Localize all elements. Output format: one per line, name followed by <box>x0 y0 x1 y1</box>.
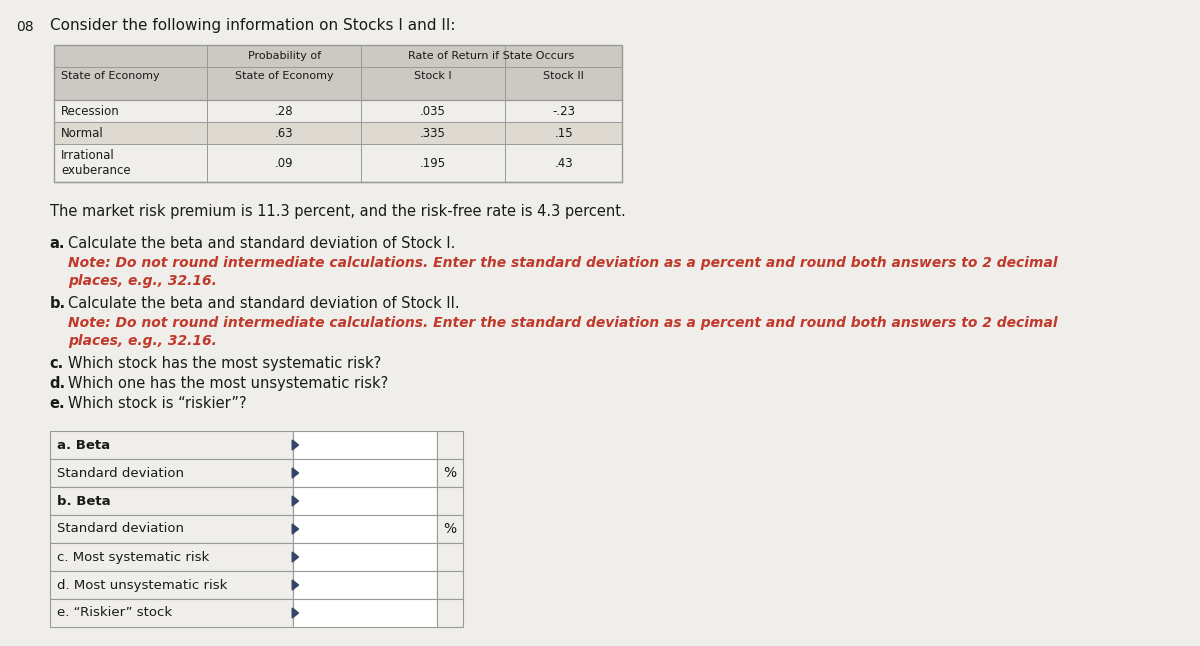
Text: Standard deviation: Standard deviation <box>56 466 184 479</box>
Polygon shape <box>293 580 299 590</box>
Text: -.23: -.23 <box>552 105 575 118</box>
Bar <box>438 599 463 627</box>
Bar <box>49 431 293 459</box>
Bar <box>54 122 623 144</box>
Text: Probability of: Probability of <box>247 51 320 61</box>
Bar <box>293 571 438 599</box>
Polygon shape <box>293 440 299 450</box>
Bar <box>438 487 463 515</box>
Text: State of Economy: State of Economy <box>61 71 160 81</box>
Bar <box>438 571 463 599</box>
Bar <box>49 571 293 599</box>
Text: .335: .335 <box>420 127 446 140</box>
Text: %: % <box>444 466 456 480</box>
Bar <box>293 543 438 571</box>
Text: State of Economy: State of Economy <box>235 71 334 81</box>
Text: The market risk premium is 11.3 percent, and the risk-free rate is 4.3 percent.: The market risk premium is 11.3 percent,… <box>49 204 625 219</box>
Text: b. Beta: b. Beta <box>56 494 110 508</box>
Bar <box>49 487 293 515</box>
Bar <box>54 45 623 100</box>
Text: .43: .43 <box>554 156 572 169</box>
Text: .63: .63 <box>275 127 294 140</box>
Text: .035: .035 <box>420 105 446 118</box>
Bar <box>293 599 438 627</box>
Text: Stock II: Stock II <box>544 71 584 81</box>
Bar <box>49 459 293 487</box>
Polygon shape <box>293 524 299 534</box>
Text: e. “Riskier” stock: e. “Riskier” stock <box>56 607 172 620</box>
Bar <box>438 459 463 487</box>
Text: Standard deviation: Standard deviation <box>56 523 184 536</box>
Text: Stock I: Stock I <box>414 71 451 81</box>
Text: Which stock is “riskier”?: Which stock is “riskier”? <box>67 396 246 411</box>
Text: Which one has the most unsystematic risk?: Which one has the most unsystematic risk… <box>67 376 388 391</box>
Text: places, e.g., 32.16.: places, e.g., 32.16. <box>67 334 216 348</box>
Bar <box>54 45 623 182</box>
Text: Normal: Normal <box>61 127 104 140</box>
Bar <box>438 543 463 571</box>
Polygon shape <box>293 496 299 506</box>
Bar <box>54 100 623 122</box>
Bar <box>49 599 293 627</box>
Text: places, e.g., 32.16.: places, e.g., 32.16. <box>67 274 216 288</box>
Text: Note: Do not round intermediate calculations. Enter the standard deviation as a : Note: Do not round intermediate calculat… <box>67 256 1057 270</box>
Text: .195: .195 <box>420 156 446 169</box>
Text: Which stock has the most systematic risk?: Which stock has the most systematic risk… <box>67 356 380 371</box>
Text: a.: a. <box>49 236 65 251</box>
Text: 08: 08 <box>17 20 34 34</box>
Text: Calculate the beta and standard deviation of Stock II.: Calculate the beta and standard deviatio… <box>67 296 460 311</box>
Text: %: % <box>444 522 456 536</box>
Text: Recession: Recession <box>61 105 120 118</box>
Bar <box>49 543 293 571</box>
Text: c.: c. <box>49 356 64 371</box>
Text: d.: d. <box>49 376 66 391</box>
Text: Rate of Return if State Occurs: Rate of Return if State Occurs <box>408 51 575 61</box>
Text: d. Most unsystematic risk: d. Most unsystematic risk <box>56 579 227 592</box>
Text: .09: .09 <box>275 156 294 169</box>
Text: Note: Do not round intermediate calculations. Enter the standard deviation as a : Note: Do not round intermediate calculat… <box>67 316 1057 330</box>
Text: .15: .15 <box>554 127 572 140</box>
Bar <box>438 431 463 459</box>
Bar <box>293 515 438 543</box>
Bar <box>293 487 438 515</box>
Text: Consider the following information on Stocks I and II:: Consider the following information on St… <box>49 18 455 33</box>
Text: c. Most systematic risk: c. Most systematic risk <box>56 550 209 563</box>
Text: .28: .28 <box>275 105 294 118</box>
Polygon shape <box>293 468 299 478</box>
Bar <box>49 515 293 543</box>
Bar <box>293 459 438 487</box>
Bar <box>54 144 623 182</box>
Text: Irrational
exuberance: Irrational exuberance <box>61 149 131 177</box>
Bar <box>438 515 463 543</box>
Polygon shape <box>293 608 299 618</box>
Text: a. Beta: a. Beta <box>56 439 110 452</box>
Polygon shape <box>293 552 299 562</box>
Text: e.: e. <box>49 396 65 411</box>
Text: Calculate the beta and standard deviation of Stock I.: Calculate the beta and standard deviatio… <box>67 236 455 251</box>
Text: b.: b. <box>49 296 66 311</box>
Bar <box>293 431 438 459</box>
